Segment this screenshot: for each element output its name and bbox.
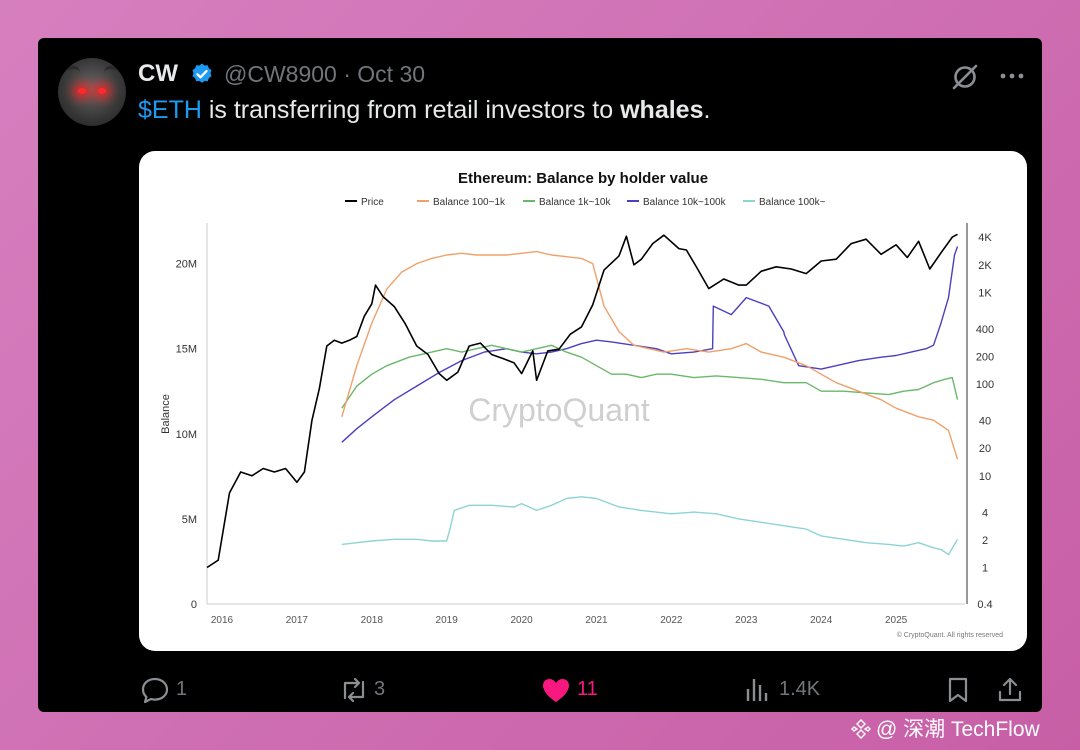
x-tick-label: 2017 — [286, 615, 309, 626]
series-line-price — [206, 233, 958, 569]
avatar-horn-right — [104, 66, 118, 79]
series-line-balance-100k- — [341, 496, 959, 556]
avatar-eye-left — [78, 88, 86, 94]
y2-tick-label: 2 — [982, 535, 988, 547]
author-name[interactable]: CW — [138, 60, 178, 87]
x-tick-label: 2025 — [885, 615, 908, 626]
x-tick-label: 2018 — [361, 615, 384, 626]
y2-tick-label: 200 — [976, 351, 994, 363]
y-tick-label: 15M — [176, 344, 197, 356]
avatar-horn-left — [66, 66, 80, 79]
y-tick-label: 20M — [176, 259, 197, 271]
views-icon — [746, 679, 768, 701]
cryptoquant-watermark: CryptoQuant — [468, 392, 650, 428]
chart-svg: Ethereum: Balance by holder value CryptoQ… — [160, 170, 1003, 639]
x-tick-label: 2024 — [810, 615, 833, 626]
chart-title: Ethereum: Balance by holder value — [458, 170, 708, 187]
x-tick-label: 2023 — [735, 615, 758, 626]
binance-square-icon — [851, 719, 871, 739]
handle-line: @CW8900 · Oct 30 — [224, 61, 425, 88]
y2-tick-label: 4K — [978, 232, 992, 244]
techflow-watermark: @ 深潮 TechFlow — [850, 713, 1040, 743]
reply-icon — [141, 677, 169, 704]
bookmark-icon — [948, 677, 968, 703]
grok-icon[interactable] — [950, 62, 980, 92]
heart-icon — [543, 679, 569, 702]
retweet-icon — [343, 677, 365, 703]
legend-label: Balance 100k~ — [759, 197, 826, 208]
y-tick-label: 0 — [191, 599, 197, 611]
avatar[interactable] — [58, 58, 126, 126]
chart-credit: © CryptoQuant. All rights reserved — [897, 631, 1003, 639]
tweet-date[interactable]: Oct 30 — [357, 61, 426, 87]
tweet-text-middle: is transferring from retail investors to — [201, 96, 621, 124]
x-tick-label: 2016 — [211, 615, 234, 626]
verified-badge-icon — [192, 63, 212, 83]
legend-label: Balance 1k~10k — [539, 197, 611, 208]
x-tick-label: 2020 — [510, 615, 533, 626]
y-tick-label: 5M — [182, 514, 197, 526]
watermark-text: @ 深潮 TechFlow — [876, 718, 1040, 741]
y-axis-label: Balance — [160, 394, 172, 434]
y2-tick-label: 1K — [978, 287, 992, 299]
chart-image[interactable]: Ethereum: Balance by holder value CryptoQ… — [139, 151, 1027, 651]
retweet-count: 3 — [374, 678, 386, 700]
tweet-card: CW @CW8900 · Oct 30 $ETH is transferring… — [38, 38, 1042, 712]
x-tick-label: 2021 — [585, 615, 608, 626]
legend-label: Balance 100~1k — [433, 197, 506, 208]
y2-tick-label: 0.4 — [977, 599, 992, 611]
reply-count: 1 — [176, 678, 188, 700]
author-handle[interactable]: @CW8900 — [224, 61, 337, 87]
y2-tick-label: 400 — [976, 324, 994, 336]
cashtag-link[interactable]: $ETH — [138, 96, 202, 124]
legend-label: Price — [361, 197, 384, 208]
y2-tick-label: 40 — [979, 416, 991, 428]
tweet-text-end: . — [703, 96, 711, 124]
x-tick-label: 2019 — [436, 615, 459, 626]
share-icon — [998, 677, 1022, 702]
series-line-balance-1k-10k — [341, 344, 959, 409]
y2-tick-label: 2K — [978, 260, 992, 272]
legend-label: Balance 10k~100k — [643, 197, 727, 208]
more-icon[interactable] — [998, 62, 1026, 90]
avatar-eye-right — [98, 88, 106, 94]
like-count: 11 — [577, 678, 598, 700]
series-line-balance-100-1k — [341, 250, 959, 460]
separator-dot: · — [343, 61, 351, 87]
x-tick-label: 2022 — [660, 615, 683, 626]
y2-tick-label: 10 — [979, 471, 991, 483]
views-count: 1.4K — [779, 678, 821, 700]
y2-tick-label: 4 — [982, 507, 988, 519]
tweet-text: $ETH is transferring from retail investo… — [138, 96, 710, 125]
tweet-text-bold: whales — [620, 96, 704, 124]
y2-tick-label: 100 — [976, 379, 994, 391]
y-tick-label: 10M — [176, 429, 197, 441]
series-line-balance-10k-100k — [341, 246, 959, 443]
y2-tick-label: 1 — [982, 563, 988, 575]
y2-tick-label: 20 — [979, 443, 991, 455]
